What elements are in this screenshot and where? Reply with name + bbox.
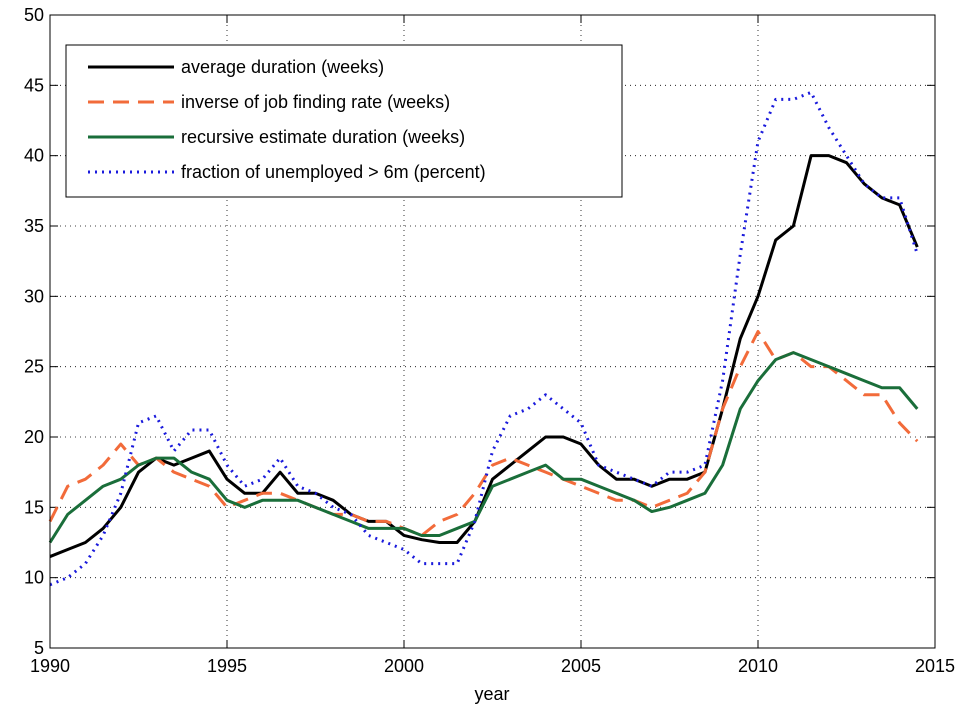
x-tick-label: 2015 — [915, 656, 955, 676]
x-tick-label: 2005 — [561, 656, 601, 676]
x-tick-label: 1990 — [30, 656, 70, 676]
x-axis-label: year — [474, 684, 509, 704]
x-tick-label: 1995 — [207, 656, 247, 676]
y-tick-label: 20 — [24, 427, 44, 447]
y-tick-label: 15 — [24, 497, 44, 517]
legend-label: recursive estimate duration (weeks) — [181, 127, 465, 147]
x-tick-label: 2010 — [738, 656, 778, 676]
series-line — [49, 90, 919, 587]
y-tick-label: 45 — [24, 75, 44, 95]
legend-label: inverse of job finding rate (weeks) — [181, 92, 450, 112]
y-tick-label: 30 — [24, 286, 44, 306]
y-tick-label: 10 — [24, 568, 44, 588]
y-tick-label: 35 — [24, 216, 44, 236]
y-tick-label: 5 — [34, 638, 44, 658]
series-line — [48, 351, 919, 544]
y-tick-label: 25 — [24, 357, 44, 377]
x-tick-label: 2000 — [384, 656, 424, 676]
y-tick-label: 50 — [24, 5, 44, 25]
series-line — [48, 330, 919, 537]
legend-label: average duration (weeks) — [181, 57, 384, 77]
series-line — [49, 154, 919, 558]
y-tick-label: 40 — [24, 146, 44, 166]
legend-label: fraction of unemployed > 6m (percent) — [181, 162, 486, 182]
plot-frame — [49, 14, 936, 649]
